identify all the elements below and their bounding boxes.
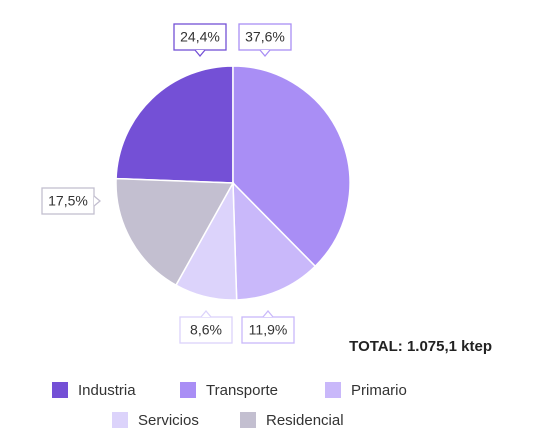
label-pointer [200, 309, 212, 318]
label-pointer [262, 309, 274, 318]
legend-swatch [112, 412, 128, 428]
pie-slice [115, 177, 235, 287]
legend-label: Transporte [206, 382, 278, 399]
legend-swatch [180, 382, 196, 398]
legend-swatch [325, 382, 341, 398]
pie-slice [232, 65, 351, 268]
data-label: 11,9% [249, 322, 288, 338]
legend-label: Industria [78, 382, 136, 399]
pie-slice [115, 65, 234, 184]
legend-swatch [52, 382, 68, 398]
data-label: 37,6% [245, 29, 285, 45]
label-pointer [93, 195, 102, 207]
data-label: 24,4% [180, 29, 220, 45]
legend-label: Residencial [266, 412, 344, 429]
data-label: 17,5% [48, 193, 88, 209]
label-pointer [259, 49, 271, 58]
legend-label: Servicios [138, 412, 199, 429]
total-annotation: TOTAL: 1.075,1 ktep [349, 338, 492, 355]
legend-swatch [240, 412, 256, 428]
label-box [238, 23, 292, 51]
legend-label: Primario [351, 382, 407, 399]
pie-slice [232, 181, 317, 301]
label-pointer [194, 49, 206, 58]
data-label: 8,6% [190, 322, 222, 338]
